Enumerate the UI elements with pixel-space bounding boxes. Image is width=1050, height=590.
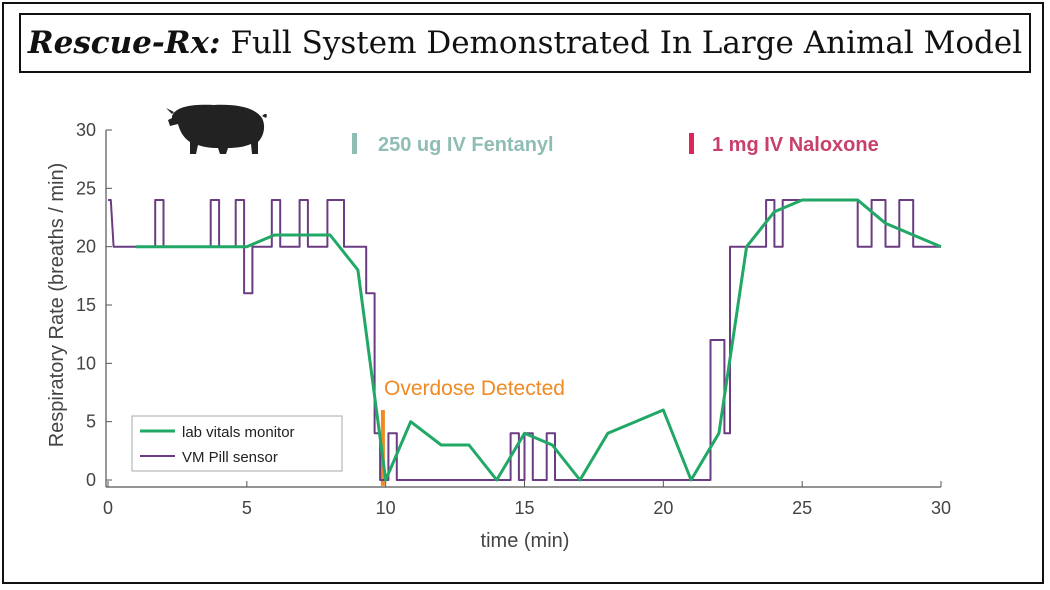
x-axis-label: time (min) xyxy=(481,530,570,552)
x-tick-label: 15 xyxy=(514,498,534,518)
y-tick-label: 25 xyxy=(76,178,96,198)
x-tick-label: 10 xyxy=(376,498,396,518)
y-tick-label: 10 xyxy=(76,353,96,373)
naloxone-marker xyxy=(689,133,694,154)
legend-label-vm-pill: VM Pill sensor xyxy=(182,449,278,466)
y-axis-label: Respiratory Rate (breaths / min) xyxy=(46,163,68,448)
series-line-vm-pill xyxy=(108,199,941,481)
y-tick-label: 30 xyxy=(76,120,96,140)
pig-icon xyxy=(166,104,267,154)
naloxone-label: 1 mg IV Naloxone xyxy=(712,134,879,156)
title-brand: Rescue-Rx: xyxy=(27,25,221,61)
slide-frame xyxy=(2,2,1044,584)
x-tick-label: 30 xyxy=(931,498,951,518)
slide-title: Rescue-Rx: Full System Demonstrated In L… xyxy=(19,13,1031,73)
fentanyl-label: 250 ug IV Fentanyl xyxy=(378,134,554,156)
y-tick-label: 0 xyxy=(86,470,96,490)
chart-marks xyxy=(108,198,942,486)
legend-box xyxy=(131,415,343,472)
y-tick-label: 20 xyxy=(76,237,96,257)
y-tick-label: 5 xyxy=(86,412,96,432)
series-line-lab-vitals xyxy=(135,198,942,482)
chart-legend: lab vitals monitor VM Pill sensor xyxy=(131,415,343,472)
x-tick-label: 5 xyxy=(242,498,252,518)
y-tick-label: 15 xyxy=(76,295,96,315)
legend-label-lab-vitals: lab vitals monitor xyxy=(182,424,295,441)
x-tick-label: 0 xyxy=(103,498,113,518)
x-tick-label: 25 xyxy=(792,498,812,518)
fentanyl-marker xyxy=(352,133,357,154)
x-tick-label: 20 xyxy=(653,498,673,518)
title-subtitle: Full System Demonstrated In Large Animal… xyxy=(230,25,1023,61)
overdose-label: Overdose Detected xyxy=(384,377,565,400)
chart-ticks: 0 5 10 15 20 25 30 0 5 10 15 20 25 30 xyxy=(76,120,951,518)
